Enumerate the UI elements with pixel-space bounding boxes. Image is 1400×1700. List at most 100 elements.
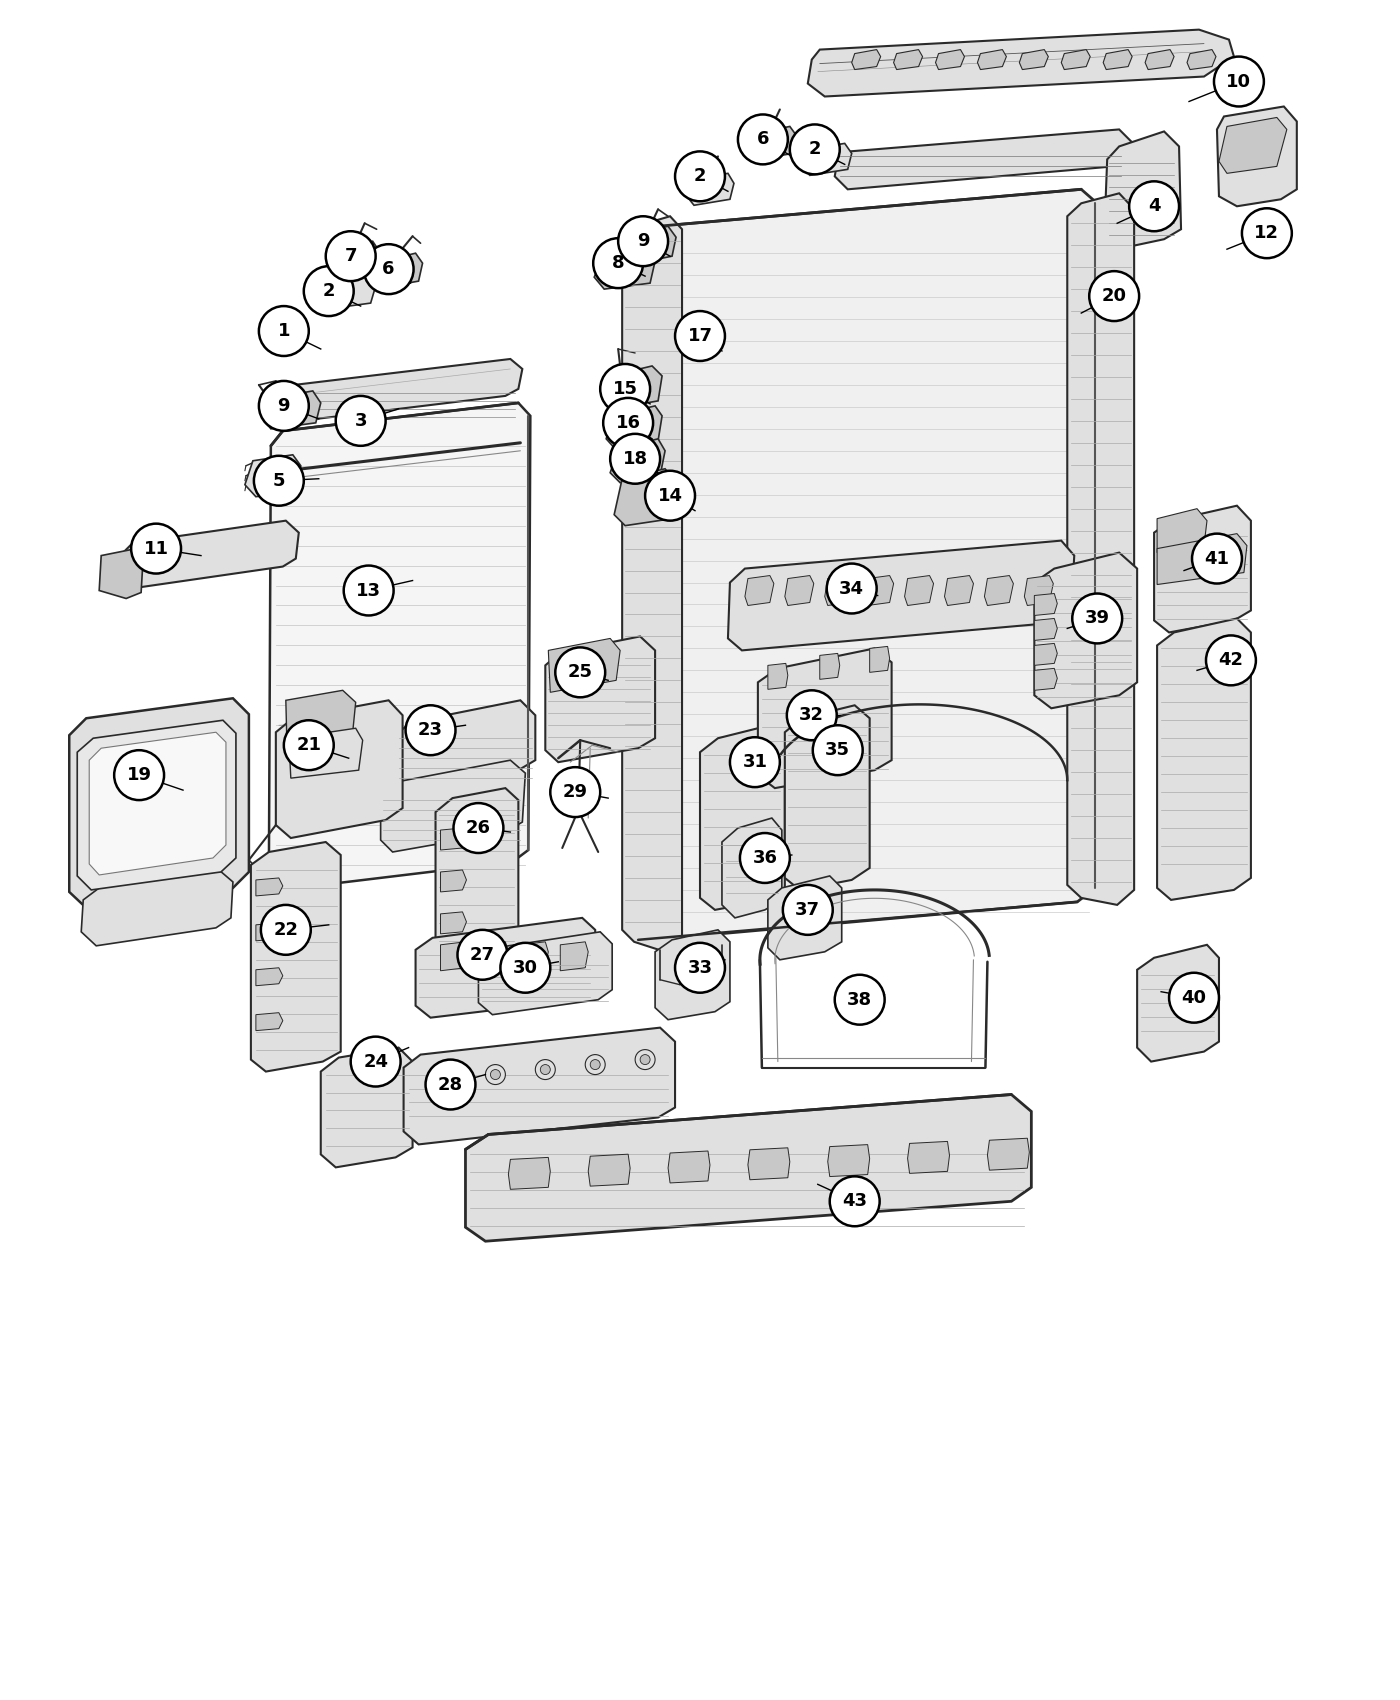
Polygon shape: [757, 648, 892, 789]
Text: 4: 4: [1148, 197, 1161, 216]
Circle shape: [435, 1069, 455, 1090]
Circle shape: [729, 738, 780, 787]
Text: 25: 25: [568, 663, 592, 682]
Polygon shape: [825, 576, 854, 605]
Text: 28: 28: [438, 1076, 463, 1093]
Polygon shape: [1154, 505, 1252, 632]
Polygon shape: [416, 918, 595, 1018]
Polygon shape: [256, 877, 283, 896]
Polygon shape: [748, 1148, 790, 1180]
Polygon shape: [1067, 194, 1134, 904]
Polygon shape: [834, 129, 1131, 189]
Circle shape: [426, 1059, 476, 1110]
Polygon shape: [441, 828, 466, 850]
Polygon shape: [588, 1154, 630, 1187]
Text: 15: 15: [613, 379, 637, 398]
Text: 35: 35: [825, 741, 850, 760]
Polygon shape: [865, 576, 893, 605]
Text: 7: 7: [344, 246, 357, 265]
Circle shape: [830, 1176, 879, 1226]
Circle shape: [675, 944, 725, 993]
Polygon shape: [480, 942, 508, 971]
Polygon shape: [668, 1151, 710, 1183]
Circle shape: [454, 802, 504, 853]
Polygon shape: [767, 663, 788, 688]
Circle shape: [540, 1064, 550, 1074]
Circle shape: [675, 311, 725, 360]
Polygon shape: [606, 406, 662, 449]
Circle shape: [827, 564, 876, 614]
Polygon shape: [622, 216, 682, 952]
Polygon shape: [276, 700, 403, 838]
Circle shape: [640, 1054, 650, 1064]
Text: 38: 38: [847, 991, 872, 1008]
Text: 9: 9: [637, 233, 650, 250]
Polygon shape: [263, 391, 321, 428]
Text: 42: 42: [1218, 651, 1243, 670]
Text: 13: 13: [356, 581, 381, 600]
Text: 24: 24: [363, 1052, 388, 1071]
Polygon shape: [256, 923, 283, 940]
Text: 21: 21: [297, 736, 321, 755]
Circle shape: [490, 1069, 500, 1080]
Circle shape: [610, 434, 659, 484]
Text: 34: 34: [839, 580, 864, 597]
Polygon shape: [90, 733, 225, 876]
Polygon shape: [1035, 668, 1057, 690]
Polygon shape: [602, 366, 662, 410]
Circle shape: [406, 706, 455, 755]
Circle shape: [535, 1059, 556, 1080]
Text: 31: 31: [742, 753, 767, 772]
Polygon shape: [256, 967, 283, 986]
Circle shape: [790, 124, 840, 175]
Text: 22: 22: [273, 921, 298, 938]
Text: 41: 41: [1204, 549, 1229, 568]
Circle shape: [458, 930, 507, 979]
Polygon shape: [381, 760, 525, 852]
Polygon shape: [288, 728, 363, 779]
Polygon shape: [808, 29, 1233, 97]
Circle shape: [259, 381, 309, 430]
Circle shape: [556, 648, 605, 697]
Text: 29: 29: [563, 784, 588, 801]
Polygon shape: [745, 576, 774, 605]
Polygon shape: [750, 126, 798, 160]
Polygon shape: [984, 576, 1014, 605]
Circle shape: [1089, 272, 1140, 321]
Polygon shape: [1025, 576, 1053, 605]
Polygon shape: [893, 49, 923, 70]
Text: 11: 11: [144, 539, 168, 558]
Polygon shape: [245, 456, 301, 496]
Polygon shape: [396, 700, 535, 792]
Text: 5: 5: [273, 471, 286, 490]
Text: 20: 20: [1102, 287, 1127, 304]
Circle shape: [259, 306, 309, 355]
Circle shape: [603, 398, 652, 447]
Polygon shape: [465, 1095, 1032, 1241]
Polygon shape: [907, 1141, 949, 1173]
Polygon shape: [521, 942, 549, 971]
Polygon shape: [546, 636, 655, 762]
Text: 2: 2: [809, 141, 820, 158]
Text: 18: 18: [623, 450, 648, 468]
Polygon shape: [629, 226, 676, 264]
Polygon shape: [269, 403, 531, 889]
Text: 19: 19: [126, 767, 151, 784]
Polygon shape: [69, 699, 249, 908]
Text: 1: 1: [277, 321, 290, 340]
Polygon shape: [1035, 593, 1057, 615]
Circle shape: [350, 1037, 400, 1086]
Polygon shape: [700, 726, 785, 910]
Polygon shape: [251, 842, 340, 1071]
Polygon shape: [77, 721, 237, 889]
Text: 12: 12: [1254, 224, 1280, 241]
Text: 26: 26: [466, 819, 491, 836]
Text: 14: 14: [658, 486, 683, 505]
Polygon shape: [869, 646, 889, 673]
Text: 2: 2: [694, 167, 706, 185]
Polygon shape: [610, 439, 665, 483]
Polygon shape: [1187, 49, 1217, 70]
Polygon shape: [1156, 508, 1207, 552]
Polygon shape: [1156, 534, 1247, 585]
Circle shape: [344, 566, 393, 615]
